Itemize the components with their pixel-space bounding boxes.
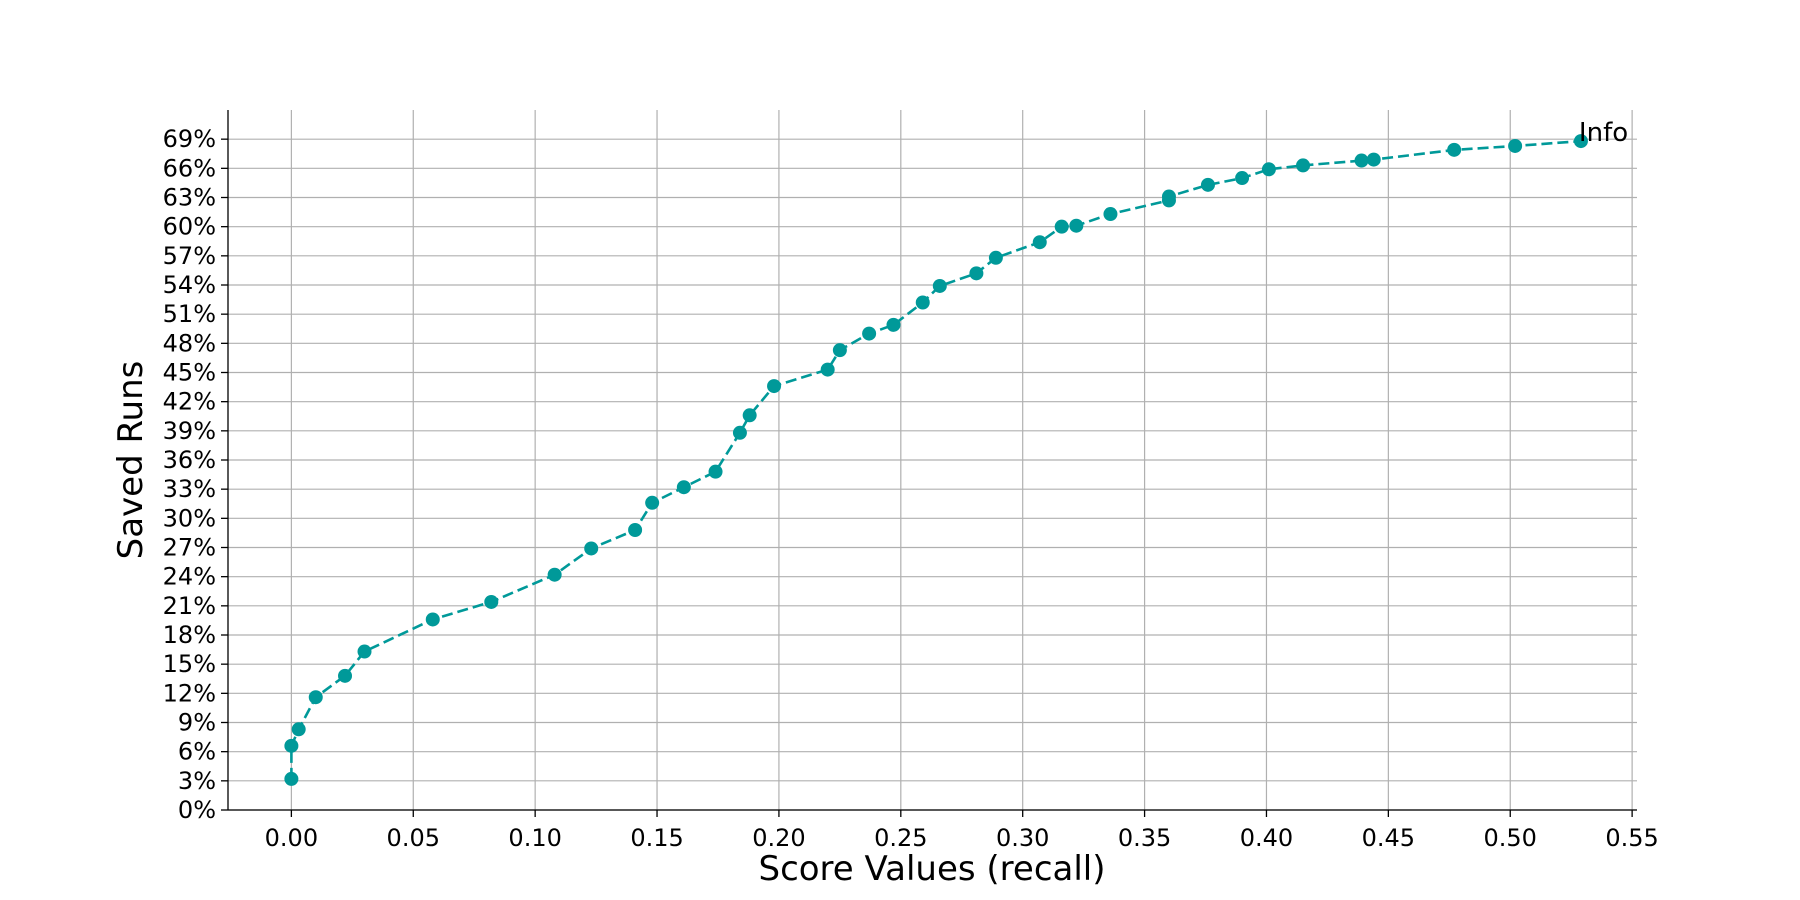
y-tick-label: 66% (163, 154, 216, 182)
y-tick-label: 42% (163, 388, 216, 416)
data-series (284, 134, 1588, 786)
x-axis-title: Score Values (recall) (758, 849, 1105, 889)
x-tick-label: 0.45 (1362, 824, 1415, 852)
x-tick-label: 0.25 (874, 824, 927, 852)
y-tick-label: 69% (163, 125, 216, 153)
data-point (1200, 177, 1215, 192)
y-tick-label: 9% (178, 709, 216, 737)
data-point (484, 594, 499, 609)
x-tick-label: 0.05 (387, 824, 440, 852)
y-tick-label: 3% (178, 767, 216, 795)
data-point (1508, 138, 1523, 153)
data-point (547, 567, 562, 582)
data-point (291, 722, 306, 737)
x-tick-label: 0.35 (1118, 824, 1171, 852)
data-point (1261, 162, 1276, 177)
data-point (308, 690, 323, 705)
data-point (584, 541, 599, 556)
data-point (1296, 158, 1311, 173)
data-point (1366, 152, 1381, 167)
data-point (338, 668, 353, 683)
y-tick-label: 63% (163, 184, 216, 212)
annotation-label: Info (1579, 118, 1628, 148)
x-tick-label: 0.55 (1605, 824, 1658, 852)
data-point (1235, 171, 1250, 186)
data-point (969, 266, 984, 281)
data-point (1054, 219, 1069, 234)
x-tick-label: 0.20 (752, 824, 805, 852)
x-axis-ticks: 0.00 0.05 0.10 0.15 0.20 0.25 0.30 0.35 0.40 0.45… (265, 810, 1659, 852)
data-point (932, 278, 947, 293)
y-tick-label: 12% (163, 679, 216, 707)
data-point (284, 738, 299, 753)
data-point (742, 408, 757, 423)
data-point (767, 379, 782, 394)
y-tick-label: 18% (163, 621, 216, 649)
data-point (284, 771, 299, 786)
y-tick-label: 30% (163, 504, 216, 532)
data-point (1032, 235, 1047, 250)
data-point (886, 317, 901, 332)
data-point (1103, 207, 1118, 222)
x-tick-label: 0.00 (265, 824, 318, 852)
data-point (1447, 142, 1462, 157)
data-point (357, 644, 372, 659)
y-tick-label: 51% (163, 300, 216, 328)
y-tick-label: 15% (163, 650, 216, 678)
x-tick-label: 0.15 (630, 824, 683, 852)
data-point (915, 295, 930, 310)
data-point (676, 480, 691, 495)
y-tick-label: 27% (163, 534, 216, 562)
y-tick-label: 60% (163, 213, 216, 241)
data-point (425, 612, 440, 627)
data-point (862, 326, 877, 341)
y-tick-label: 36% (163, 446, 216, 474)
grid-lines (228, 110, 1637, 811)
y-axis-ticks: 0%3%6%9%12%15%18%21%24%27%30%33%36%39%42… (163, 125, 228, 824)
y-tick-label: 0% (178, 796, 216, 824)
data-point (732, 425, 747, 440)
y-tick-label: 48% (163, 329, 216, 357)
data-point (832, 343, 847, 358)
y-axis-title: Saved Runs (111, 361, 151, 560)
data-point (1161, 189, 1176, 204)
y-tick-label: 45% (163, 359, 216, 387)
data-point (820, 362, 835, 377)
y-tick-label: 21% (163, 592, 216, 620)
data-point (988, 250, 1003, 265)
data-point (708, 464, 723, 479)
y-tick-label: 57% (163, 242, 216, 270)
data-point (1069, 218, 1084, 233)
series-line (290, 139, 1581, 779)
data-point (1573, 134, 1588, 149)
y-tick-label: 24% (163, 563, 216, 591)
y-tick-label: 39% (163, 417, 216, 445)
y-tick-label: 54% (163, 271, 216, 299)
y-tick-label: 33% (163, 475, 216, 503)
x-tick-label: 0.40 (1240, 824, 1293, 852)
y-tick-label: 6% (178, 738, 216, 766)
data-point (1354, 153, 1369, 168)
data-point (628, 523, 643, 537)
x-tick-label: 0.10 (508, 824, 561, 852)
data-point (645, 495, 660, 510)
x-tick-label: 0.30 (996, 824, 1049, 852)
x-tick-label: 0.50 (1484, 824, 1537, 852)
